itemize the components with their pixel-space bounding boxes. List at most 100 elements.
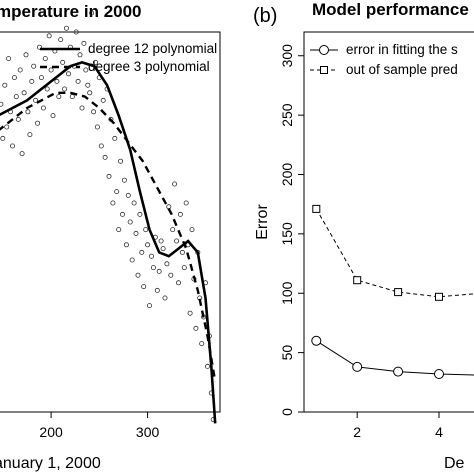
data-point [73, 29, 79, 35]
panel-a-x-ticks: 200 300 [39, 412, 160, 440]
data-point [2, 82, 8, 88]
data-point [168, 272, 174, 278]
data-point [193, 325, 199, 331]
data-point [85, 82, 91, 88]
data-point [13, 94, 19, 100]
panel-b-y-axis: 0 50 100 150 200 250 300 [279, 44, 304, 416]
panel-a-x-label: anuary 1, 2000 [0, 455, 101, 472]
data-point [145, 242, 151, 248]
data-point [33, 97, 39, 103]
x-tick-label: 200 [39, 424, 63, 440]
legend-square-marker [320, 66, 328, 74]
data-point [172, 181, 178, 187]
fit-error-marker [393, 366, 404, 377]
degree-3-fit-line [0, 91, 217, 382]
data-point [156, 268, 162, 274]
data-point [15, 116, 21, 122]
data-point [46, 33, 52, 39]
data-point [137, 211, 143, 217]
panel-b-title: Model performance [312, 0, 469, 19]
data-point [123, 242, 129, 248]
data-point [120, 211, 126, 217]
data-point [148, 253, 154, 259]
fit-error-marker [434, 369, 444, 379]
data-point [83, 67, 89, 73]
data-point [75, 78, 81, 84]
data-point [175, 280, 181, 286]
y-tick-label: 100 [279, 281, 295, 305]
data-point [129, 257, 135, 263]
panel-a-legend: degree 12 polynomial degree 3 polynomial [40, 41, 217, 74]
data-point [177, 211, 183, 217]
out-of-sample-error-line [315, 208, 474, 298]
panel-a-plot-box [0, 31, 221, 413]
legend-degree-3-label: degree 3 polynomial [88, 59, 210, 74]
data-point [94, 124, 100, 130]
y-tick-label: 200 [279, 163, 295, 187]
panel-b-x-label: De [444, 455, 465, 472]
x-tick-label: 300 [136, 424, 160, 440]
data-point [164, 261, 170, 267]
data-point [54, 78, 60, 84]
x-tick-label: 4 [435, 424, 443, 440]
data-point [166, 204, 172, 210]
panel-b-legend: error in fitting the s out of sample pre… [310, 42, 458, 77]
legend-degree-12-label: degree 12 polynomial [88, 41, 217, 56]
data-point [189, 227, 195, 233]
data-point [102, 154, 108, 160]
data-point [48, 67, 54, 73]
data-point [31, 63, 37, 69]
data-point [35, 120, 41, 126]
panel-a-lines [0, 61, 217, 424]
data-point [11, 75, 17, 81]
data-point [9, 143, 15, 149]
data-point [44, 86, 50, 92]
data-point [162, 295, 168, 301]
data-point [179, 249, 185, 255]
data-point [77, 52, 83, 58]
data-point [29, 78, 35, 84]
data-point [0, 101, 4, 107]
degree-12-fit-line [0, 61, 217, 424]
data-point [135, 272, 141, 278]
data-point [131, 200, 137, 206]
data-point [150, 265, 156, 271]
x-tick-label: 2 [353, 424, 361, 440]
data-point [121, 177, 127, 183]
data-point [66, 71, 72, 77]
y-tick-label: 150 [279, 222, 295, 246]
data-point [6, 56, 12, 62]
data-point [56, 94, 62, 100]
data-point [0, 135, 6, 141]
data-point [139, 249, 145, 255]
data-point [110, 200, 116, 206]
data-point [127, 219, 133, 225]
legend-out-of-sample-label: out of sample pred [346, 62, 458, 77]
panel-b-plot-box [303, 31, 474, 413]
data-point [60, 59, 66, 65]
data-point [19, 151, 25, 157]
data-point [133, 230, 139, 236]
data-point [40, 105, 46, 111]
legend-circle-marker [319, 45, 329, 55]
data-point [118, 158, 124, 164]
data-point [27, 132, 33, 138]
data-point [125, 192, 131, 198]
data-point [98, 143, 104, 149]
data-point [62, 86, 68, 92]
data-point [114, 189, 120, 195]
fit-error-marker [311, 335, 322, 346]
y-tick-label: 250 [279, 103, 295, 127]
data-point [79, 105, 85, 111]
data-point [17, 67, 23, 73]
data-point [204, 363, 210, 369]
data-point [69, 94, 75, 100]
data-point [25, 109, 31, 115]
data-point [158, 238, 164, 244]
data-point [64, 25, 70, 31]
panel-b-y-label: Error [254, 204, 271, 240]
legend-fit-error-label: error in fitting the s [346, 42, 458, 57]
y-tick-label: 0 [279, 408, 295, 416]
data-point [42, 56, 48, 62]
